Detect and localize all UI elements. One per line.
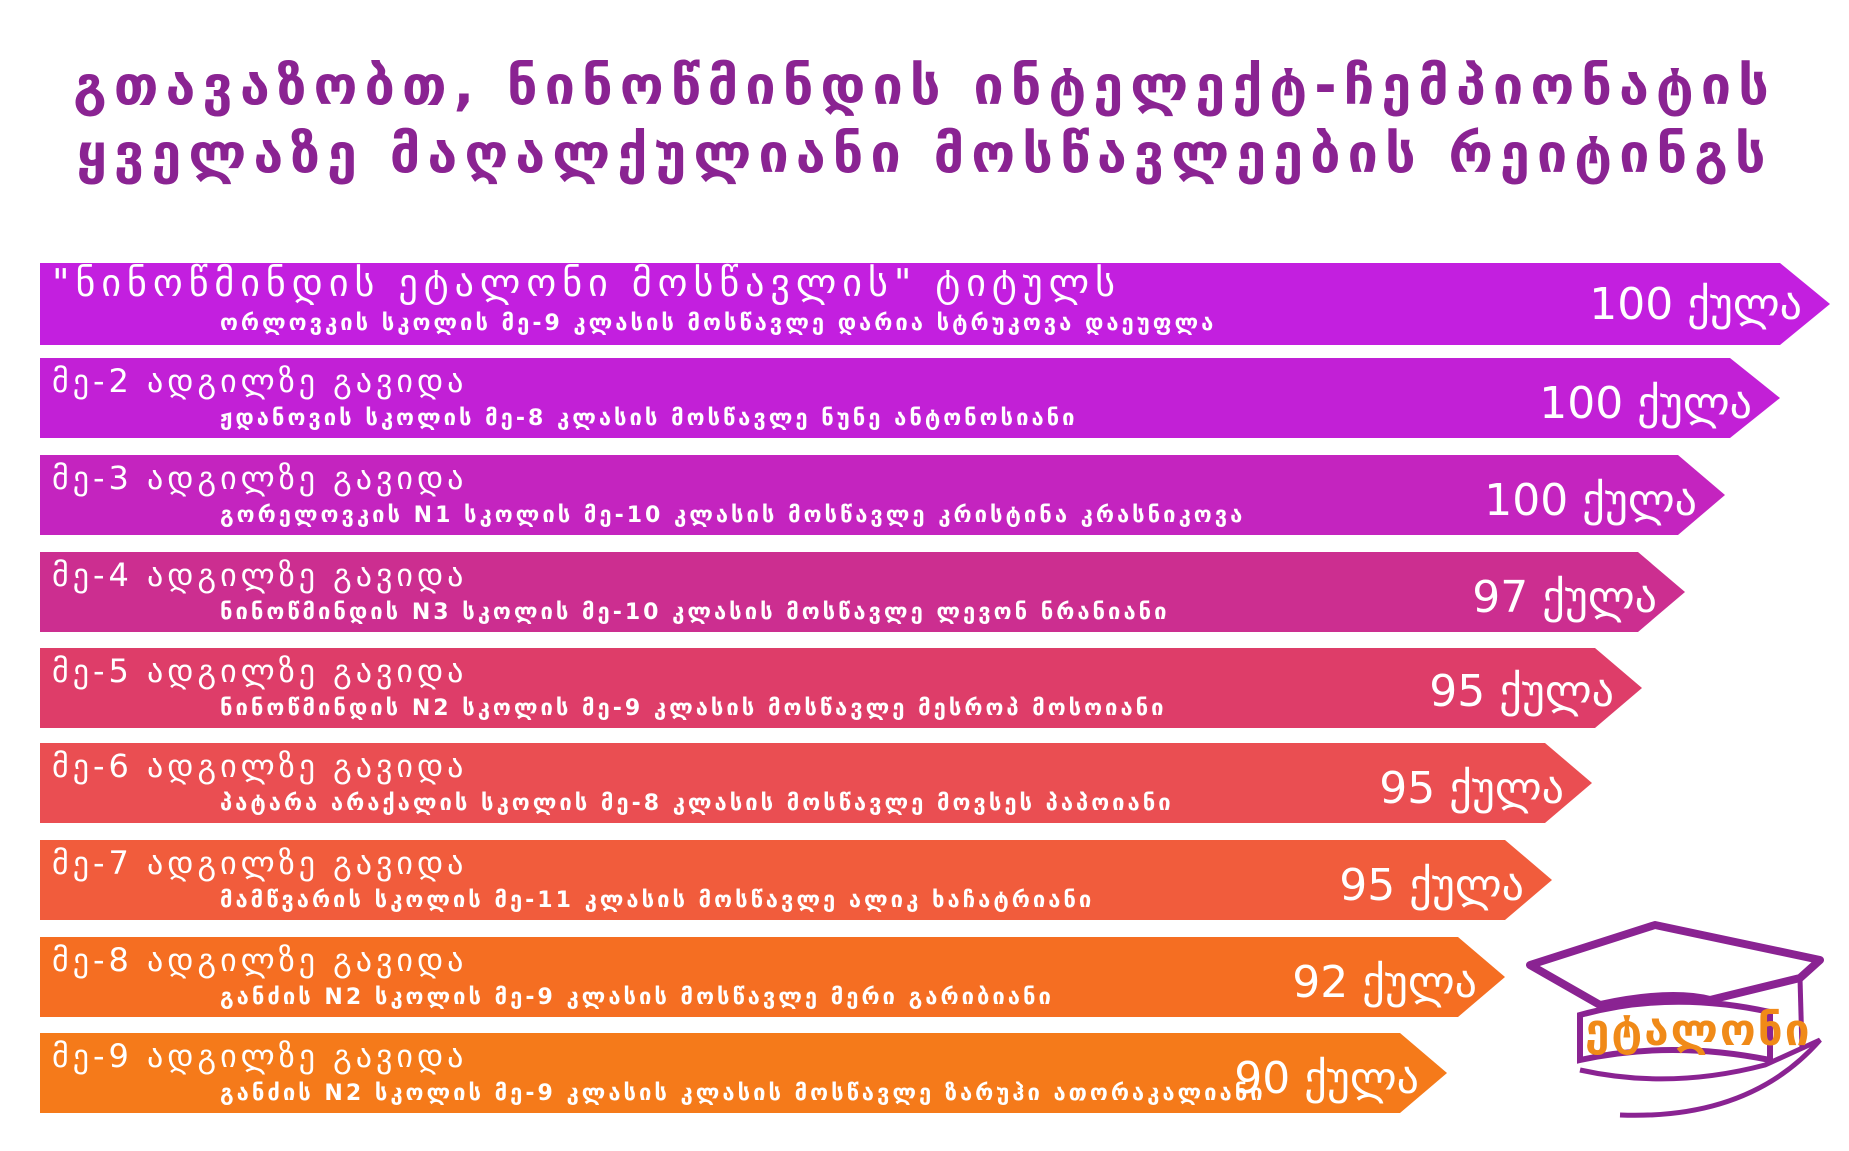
student-info: განძის N2 სკოლის მე-9 კლასის კლასის მოსწ… bbox=[220, 1081, 1266, 1106]
logo-text: ეტალონი bbox=[1585, 1005, 1812, 1056]
arrow-shape bbox=[40, 648, 1642, 728]
student-info: ნინოწმინდის N2 სკოლის მე-9 კლასის მოსწავ… bbox=[220, 696, 1167, 721]
ranking-arrow-1 bbox=[40, 263, 1830, 345]
graduation-cap-icon bbox=[1526, 921, 1824, 1118]
page-title-line-1: გთავაზობთ, ნინოწმინდის ინტელექტ-ჩემპიონა… bbox=[73, 54, 1776, 117]
arrow-shape bbox=[40, 263, 1830, 345]
ranking-row-9: მე-9 ადგილზე გავიდა განძის N2 სკოლის მე-… bbox=[40, 1033, 1457, 1113]
ranking-row-7: მე-7 ადგილზე გავიდა მამწვარის სკოლის მე-… bbox=[40, 840, 1562, 920]
title-label: "ნინოწმინდის ეტალონი მოსწავლის" ტიტულს bbox=[52, 261, 1121, 305]
score-label: 100 ქულა bbox=[1484, 475, 1697, 526]
place-label: მე-2 ადგილზე გავიდა bbox=[52, 362, 468, 400]
student-info: ორლოვკის სკოლის მე-9 კლასის მოსწავლე დარ… bbox=[220, 311, 1217, 336]
arrow-shape bbox=[40, 358, 1780, 438]
ranking-arrow-2 bbox=[40, 358, 1780, 438]
score-label: 100 ქულა bbox=[1539, 378, 1752, 429]
arrow-shape bbox=[40, 937, 1505, 1017]
arrow-shape bbox=[40, 1033, 1447, 1113]
arrow-shape bbox=[40, 455, 1725, 535]
page-title: გთავაზობთ, ნინოწმინდის ინტელექტ-ჩემპიონა… bbox=[0, 52, 1849, 188]
place-label: მე-5 ადგილზე გავიდა bbox=[52, 652, 468, 690]
score-label: 95 ქულა bbox=[1339, 860, 1524, 911]
ranking-arrow-3 bbox=[40, 455, 1725, 535]
student-info: ჟდანოვის სკოლის მე-8 კლასის მოსწავლე ნუნ… bbox=[220, 406, 1078, 431]
ranking-row-5: მე-5 ადგილზე გავიდა ნინოწმინდის N2 სკოლი… bbox=[40, 648, 1652, 728]
place-label: მე-4 ადგილზე გავიდა bbox=[52, 556, 468, 594]
etaloni-logo: ეტალონი bbox=[1520, 920, 1840, 1120]
score-label: 95 ქულა bbox=[1379, 763, 1564, 814]
student-info: მამწვარის სკოლის მე-11 კლასის მოსწავლე ა… bbox=[220, 888, 1095, 913]
arrow-shape bbox=[40, 552, 1685, 632]
place-label: მე-7 ადგილზე გავიდა bbox=[52, 844, 468, 882]
ranking-arrow-5 bbox=[40, 648, 1642, 728]
arrow-shape bbox=[40, 840, 1552, 920]
arrow-shape bbox=[40, 743, 1592, 823]
place-label: მე-8 ადგილზე გავიდა bbox=[52, 941, 468, 979]
score-label: 90 ქულა bbox=[1234, 1053, 1419, 1104]
ranking-row-4: მე-4 ადგილზე გავიდა ნინოწმინდის N3 სკოლი… bbox=[40, 552, 1695, 632]
score-label: 97 ქულა bbox=[1472, 572, 1657, 623]
student-info: პატარა არაქალის სკოლის მე-8 კლასის მოსწა… bbox=[220, 791, 1174, 816]
ranking-row-8: მე-8 ადგილზე გავიდა განძის N2 სკოლის მე-… bbox=[40, 937, 1515, 1017]
ranking-row-6: მე-6 ადგილზე გავიდა პატარა არაქალის სკოლ… bbox=[40, 743, 1602, 823]
student-info: გორელოვკის N1 სკოლის მე-10 კლასის მოსწავ… bbox=[220, 503, 1246, 528]
ranking-arrow-8 bbox=[40, 937, 1505, 1017]
student-info: ნინოწმინდის N3 სკოლის მე-10 კლასის მოსწა… bbox=[220, 600, 1170, 625]
place-label: მე-6 ადგილზე გავიდა bbox=[52, 747, 468, 785]
ranking-row-2: მე-2 ადგილზე გავიდა ჟდანოვის სკოლის მე-8… bbox=[40, 358, 1790, 438]
student-info: განძის N2 სკოლის მე-9 კლასის მოსწავლე მე… bbox=[220, 985, 1054, 1010]
ranking-arrow-4 bbox=[40, 552, 1685, 632]
place-label: მე-3 ადგილზე გავიდა bbox=[52, 459, 468, 497]
ranking-arrow-9 bbox=[40, 1033, 1447, 1113]
page-title-line-2: ყველაზე მაღალქულიანი მოსწავლეების რეიტინ… bbox=[76, 122, 1773, 185]
score-label: 92 ქულა bbox=[1292, 957, 1477, 1008]
place-label: მე-9 ადგილზე გავიდა bbox=[52, 1037, 468, 1075]
ranking-row-1: "ნინოწმინდის ეტალონი მოსწავლის" ტიტულს ო… bbox=[40, 261, 1840, 345]
score-label: 95 ქულა bbox=[1429, 666, 1614, 717]
score-label: 100 ქულა bbox=[1589, 279, 1802, 330]
ranking-arrow-7 bbox=[40, 840, 1552, 920]
ranking-row-3: მე-3 ადგილზე გავიდა გორელოვკის N1 სკოლის… bbox=[40, 455, 1735, 535]
ranking-arrow-6 bbox=[40, 743, 1592, 823]
